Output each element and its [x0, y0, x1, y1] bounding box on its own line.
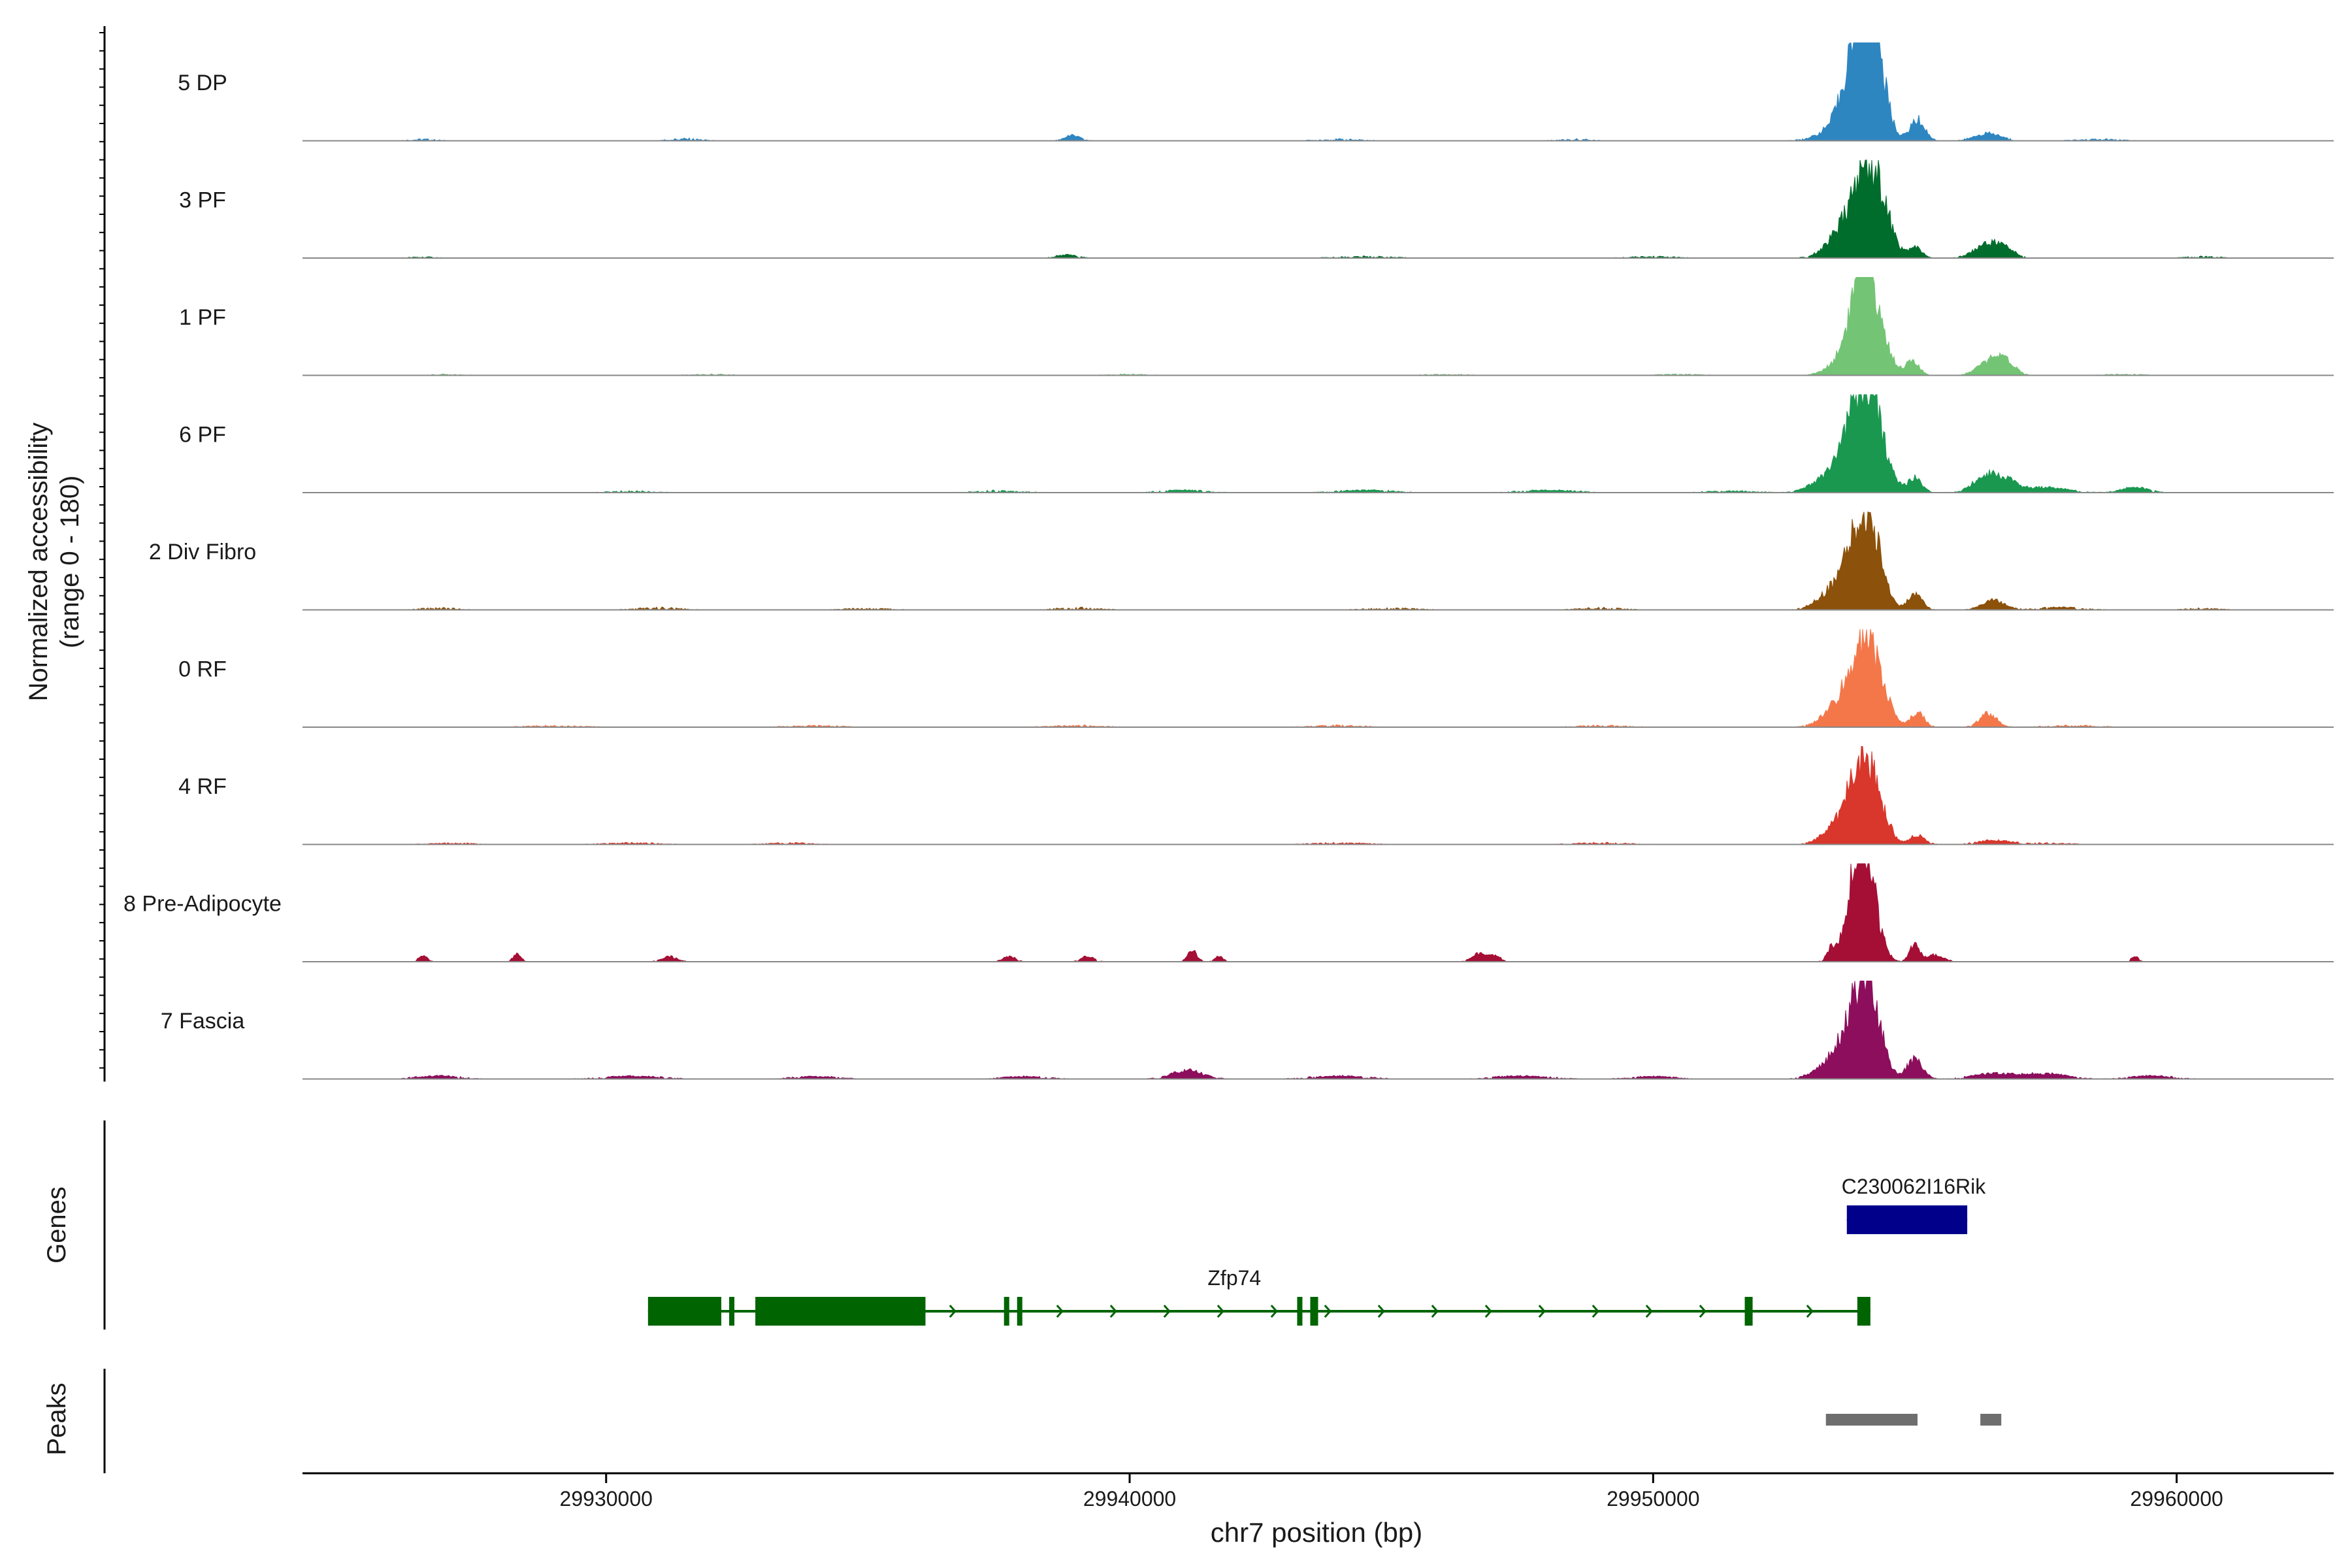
peak-region	[1825, 1414, 1918, 1426]
coverage-area	[302, 511, 2334, 611]
coverage-track: 3 PF	[179, 159, 2334, 259]
strand-arrow	[1592, 1305, 1599, 1318]
track-label: 6 PF	[179, 423, 226, 448]
gene-exon	[1017, 1297, 1022, 1326]
coverage-area	[302, 42, 2334, 142]
strand-arrow	[1324, 1305, 1331, 1318]
gene-model: Zfp74	[647, 1266, 1870, 1326]
strand-arrow	[1163, 1305, 1171, 1318]
coverage-area	[302, 159, 2334, 259]
peak-region	[1980, 1414, 2002, 1426]
genes-panel: C230062I16Rik Zfp74	[103, 1120, 1987, 1330]
gene-label: C230062I16Rik	[1842, 1175, 1987, 1198]
gene-exon	[1846, 1205, 1968, 1234]
coverage-track: 8 Pre-Adipocyte	[123, 863, 2334, 962]
coverage-track: 5 DP	[178, 42, 2334, 142]
coverage-area	[302, 629, 2334, 728]
track-label: 4 RF	[178, 774, 227, 799]
strand-arrow	[1538, 1305, 1546, 1318]
track-label: 2 Div Fibro	[149, 540, 256, 564]
track-label: 0 RF	[178, 657, 227, 682]
strand-arrow	[1270, 1305, 1278, 1318]
peaks-panel-label: Peaks	[42, 1382, 71, 1455]
peaks-panel	[103, 1369, 2002, 1473]
gene-exon	[1744, 1297, 1753, 1326]
strand-arrow	[949, 1305, 956, 1318]
coverage-track: 7 Fascia	[161, 981, 2334, 1080]
x-tick-label: 29940000	[1083, 1487, 1176, 1511]
strand-arrow	[1806, 1305, 1814, 1318]
strand-arrow	[1484, 1305, 1492, 1318]
track-label: 1 PF	[179, 305, 226, 330]
coverage-track: 6 PF	[179, 393, 2334, 493]
gene-exon	[1310, 1297, 1318, 1326]
strand-arrow	[1056, 1305, 1064, 1318]
gene-model: C230062I16Rik	[1842, 1175, 1987, 1234]
coverage-area	[302, 277, 2334, 376]
track-label: 3 PF	[179, 188, 226, 213]
y-axis-label-line2: (range 0 - 180)	[56, 476, 84, 649]
genes-panel-label: Genes	[42, 1186, 71, 1264]
gene-exon	[647, 1297, 722, 1326]
track-label: 7 Fascia	[161, 1009, 245, 1034]
coverage-track: 2 Div Fibro	[149, 511, 2334, 611]
coverage-area	[302, 746, 2334, 845]
track-label: 5 DP	[178, 71, 227, 95]
strand-arrow	[1109, 1305, 1117, 1318]
x-tick-label: 29950000	[1607, 1487, 1699, 1511]
strand-arrow	[1217, 1305, 1224, 1318]
gene-exon	[755, 1297, 926, 1326]
strand-arrow	[1377, 1305, 1385, 1318]
coverage-track: 1 PF	[179, 277, 2334, 376]
coverage-track: 0 RF	[178, 629, 2334, 728]
x-tick-label: 29960000	[2130, 1487, 2223, 1511]
coverage-track: 4 RF	[178, 746, 2334, 845]
gene-label: Zfp74	[1207, 1266, 1261, 1290]
x-axis-label: chr7 position (bp)	[1211, 1517, 1423, 1548]
coverage-area	[302, 863, 2334, 962]
gene-exon	[1857, 1297, 1870, 1326]
y-axis-label-line1: Normalized accessibility	[24, 423, 53, 702]
coverage-area	[302, 393, 2334, 493]
coverage-area	[302, 981, 2334, 1080]
strand-arrow	[1699, 1305, 1707, 1318]
strand-arrow	[1645, 1305, 1653, 1318]
track-label: 8 Pre-Adipocyte	[123, 892, 282, 917]
x-axis: 29930000 29940000 29950000 29960000	[302, 1472, 2334, 1511]
gene-exon	[729, 1297, 735, 1326]
gene-exon	[1297, 1297, 1303, 1326]
x-tick-label: 29930000	[560, 1487, 653, 1511]
gene-exon	[1004, 1297, 1009, 1326]
strand-arrow	[1431, 1305, 1439, 1318]
coverage-tracks: 5 DP 3 PF 1 PF 6 PF 2 Div Fibro 0 RF 4 RF 8 Pre…	[99, 26, 2334, 1082]
